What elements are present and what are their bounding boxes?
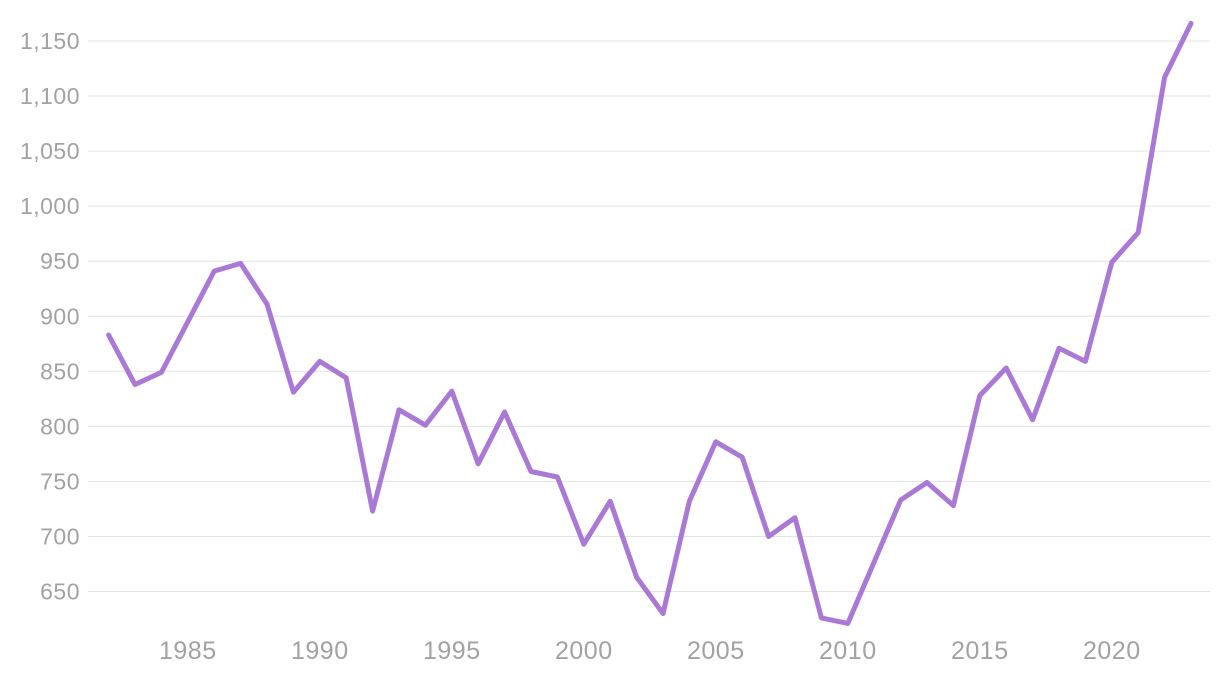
y-axis-tick-labels: 650 700 750 800 850 900 950 1,000 1,050 1,100 1,15… bbox=[20, 28, 80, 605]
data-line bbox=[106, 20, 1194, 626]
x-axis-tick-labels: 1985 1990 1995 2000 2005 2010 2015 2020 bbox=[159, 637, 1141, 665]
x-tick-label: 2010 bbox=[819, 637, 877, 665]
y-tick-label: 950 bbox=[40, 248, 80, 274]
y-tick-label: 1,000 bbox=[20, 193, 80, 219]
y-tick-label: 700 bbox=[40, 523, 80, 549]
x-tick-label: 2020 bbox=[1083, 637, 1141, 665]
x-tick-label: 2005 bbox=[687, 637, 745, 665]
gridlines-group bbox=[88, 40, 1210, 592]
y-tick-label: 900 bbox=[40, 303, 80, 329]
data-series-group bbox=[106, 20, 1194, 626]
y-tick-label: 850 bbox=[40, 358, 80, 384]
x-tick-label: 1985 bbox=[159, 637, 217, 665]
x-tick-label: 2015 bbox=[951, 637, 1009, 665]
x-tick-label: 1990 bbox=[291, 637, 349, 665]
y-tick-label: 1,150 bbox=[20, 28, 80, 54]
x-tick-label: 2000 bbox=[555, 637, 613, 665]
y-tick-label: 1,100 bbox=[20, 83, 80, 109]
y-tick-label: 800 bbox=[40, 413, 80, 439]
x-tick-label: 1995 bbox=[423, 637, 481, 665]
y-tick-label: 1,050 bbox=[20, 138, 80, 164]
y-tick-label: 650 bbox=[40, 579, 80, 605]
y-tick-label: 750 bbox=[40, 468, 80, 494]
